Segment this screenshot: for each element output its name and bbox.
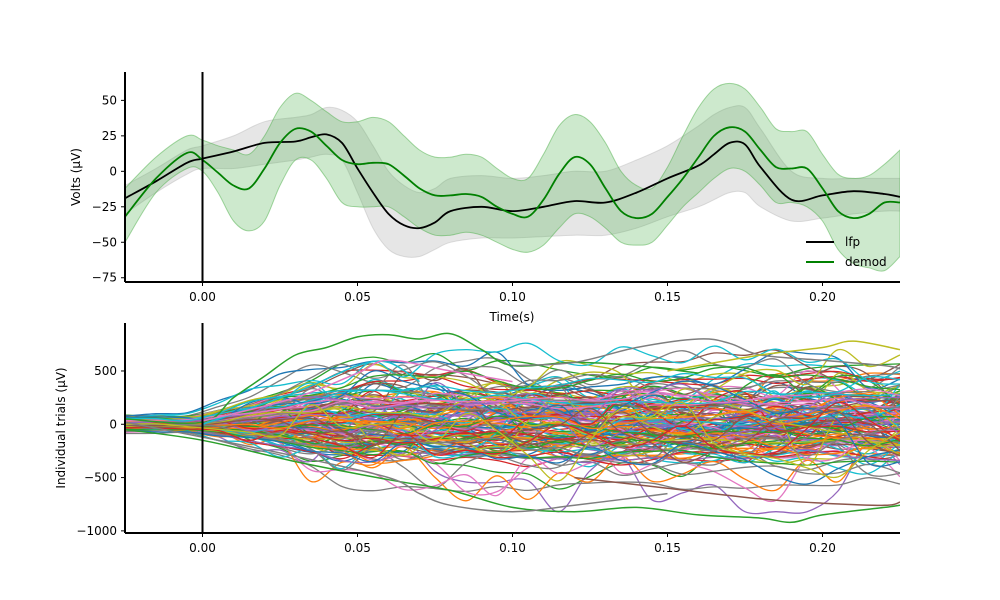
y-axis-label: Volts (μV) [69,148,83,206]
trial-line-extreme [125,421,668,513]
trial-line [125,370,900,467]
legend: lfp demod [806,235,887,269]
trial-line [125,426,900,452]
bottom-panel: 0.00 0.05 0.10 0.15 0.20 −1000 −500 0 500 Indiv… [54,323,900,555]
trial-line [125,348,900,422]
y-tick-label: 25 [102,129,117,143]
trial-line-extreme [574,476,900,507]
x-tick-label: 0.00 [189,541,216,555]
y-tick-label: −25 [92,200,117,214]
mean-lines [125,126,900,230]
trial-line-extreme [202,359,513,422]
top-panel: 0.00 0.05 0.10 0.15 0.20 −75 −50 −25 0 25 50 Time… [69,72,900,324]
trial-line [125,405,900,436]
trial-line [125,342,900,420]
x-tick-label: 0.20 [809,541,836,555]
trial-line [125,401,900,482]
trial-line [125,423,900,465]
y-tick-label: 0 [109,164,117,178]
x-tick-label: 0.20 [809,290,836,304]
y-tick-label: 500 [94,364,117,378]
trial-line-extreme [202,360,420,426]
trial-line-extreme [512,338,900,370]
y-axis-label: Individual trials (μV) [54,367,68,488]
trial-line [125,398,900,452]
trial-line [125,392,900,448]
y-ticks: −75 −50 −25 0 25 50 [92,93,125,285]
confidence-bands [125,82,900,272]
trial-line [125,429,900,502]
x-tick-label: 0.10 [499,541,526,555]
trial-lines [125,332,900,524]
band-lfp [125,105,900,258]
x-tick-label: 0.15 [654,290,681,304]
y-tick-label: −1000 [76,524,117,538]
trial-line-extreme [667,340,900,372]
series-line-demod [125,126,900,220]
trial-line [125,387,900,425]
trial-line [125,398,900,426]
y-tick-label: −50 [92,235,117,249]
legend-label-demod: demod [845,255,887,269]
x-tick-label: 0.15 [654,541,681,555]
trial-line [125,429,900,485]
trial-line [125,407,900,463]
y-tick-label: 0 [109,417,117,431]
legend-label-lfp: lfp [845,235,860,249]
x-tick-label: 0.10 [499,290,526,304]
x-tick-label: 0.05 [344,541,371,555]
band-demod [125,82,900,272]
trial-line-extreme [125,428,900,524]
x-tick-label: 0.00 [189,290,216,304]
trial-line [125,388,900,422]
y-tick-label: −500 [84,471,117,485]
x-tick-label: 0.05 [344,290,371,304]
y-ticks: −1000 −500 0 500 [76,364,125,538]
trial-line [125,392,900,431]
y-tick-label: −75 [92,271,117,285]
trial-line [125,390,900,444]
trial-line [125,401,900,459]
x-axis-label: Time(s) [489,310,535,324]
y-tick-label: 50 [102,93,117,107]
x-ticks: 0.00 0.05 0.10 0.15 0.20 [189,282,836,304]
x-ticks: 0.00 0.05 0.10 0.15 0.20 [189,533,836,555]
trial-line [125,372,900,422]
